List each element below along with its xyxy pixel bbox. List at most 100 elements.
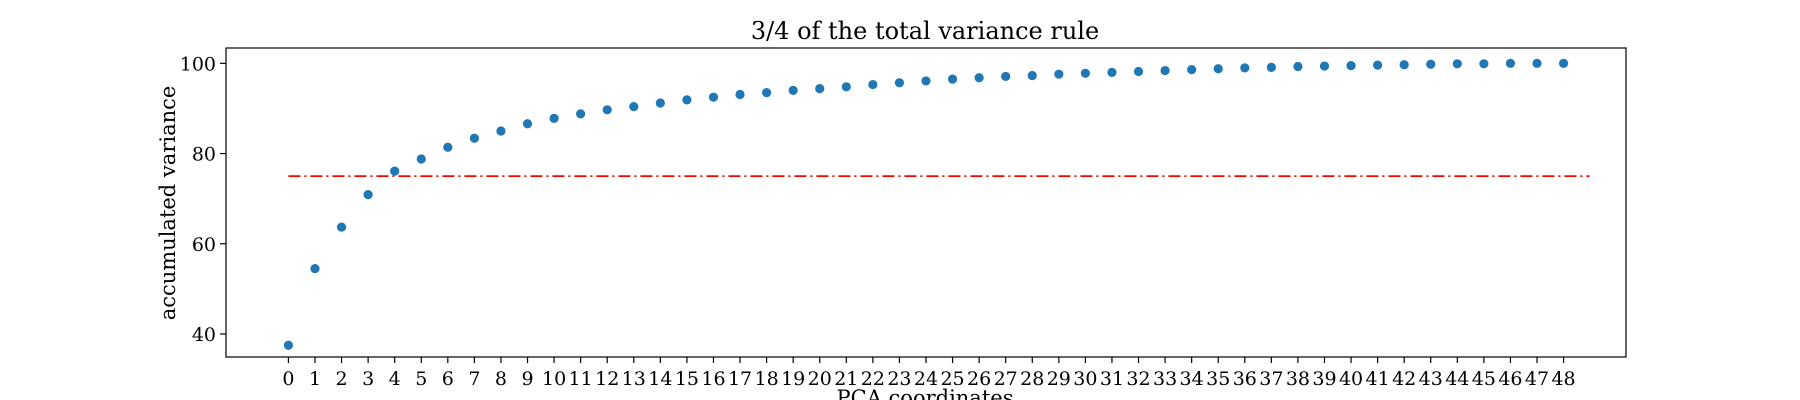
x-tick-label: 48 <box>1551 368 1575 390</box>
x-tick-label: 19 <box>781 368 805 390</box>
x-tick-label: 42 <box>1392 368 1416 390</box>
data-point <box>1479 59 1489 69</box>
x-tick-label: 14 <box>648 368 672 390</box>
x-tick-label: 13 <box>622 368 646 390</box>
data-point <box>1346 60 1356 71</box>
data-point <box>496 126 506 136</box>
y-tick-label: 60 <box>192 234 216 256</box>
x-tick-label: 17 <box>728 368 752 390</box>
data-point <box>522 119 533 129</box>
data-point <box>1293 61 1303 72</box>
y-tick-label: 80 <box>192 144 216 166</box>
x-tick-label: 20 <box>808 368 832 390</box>
x-tick-label: 23 <box>887 368 911 390</box>
x-tick-label: 28 <box>1020 368 1044 390</box>
x-tick-label: 5 <box>415 368 427 390</box>
data-point <box>762 88 772 98</box>
data-point <box>1160 65 1170 76</box>
x-tick-label: 45 <box>1472 368 1496 390</box>
data-point <box>947 74 958 84</box>
x-tick-label: 41 <box>1366 368 1390 390</box>
x-tick-label: 34 <box>1180 368 1204 390</box>
data-point <box>1532 58 1542 68</box>
data-point <box>841 82 851 92</box>
data-point <box>469 133 479 143</box>
x-tick-label: 38 <box>1286 368 1310 390</box>
data-point <box>416 154 426 164</box>
x-tick-label: 10 <box>542 368 566 390</box>
x-tick-label: 27 <box>994 368 1018 390</box>
x-tick-label: 0 <box>282 368 294 390</box>
x-tick-label: 12 <box>595 368 619 390</box>
data-point <box>363 190 373 200</box>
x-tick-label: 18 <box>755 368 779 390</box>
data-point <box>735 89 745 100</box>
x-tick-label: 7 <box>468 368 480 390</box>
x-tick-label: 1 <box>309 368 321 390</box>
data-point <box>1558 58 1569 68</box>
x-tick-label: 15 <box>675 368 699 390</box>
x-tick-label: 33 <box>1153 368 1177 390</box>
x-tick-label: 3 <box>362 368 374 390</box>
x-tick-label: 26 <box>967 368 991 390</box>
x-tick-label: 37 <box>1259 368 1283 390</box>
x-tick-label: 8 <box>495 368 507 390</box>
x-tick-label: 6 <box>442 368 454 390</box>
data-point <box>443 142 453 152</box>
data-point <box>788 85 798 96</box>
x-axis-label: PCA coordinates <box>837 386 1014 400</box>
x-tick-label: 16 <box>701 368 725 390</box>
x-tick-label: 24 <box>914 368 938 390</box>
x-tick-label: 21 <box>834 368 858 390</box>
x-tick-label: 29 <box>1047 368 1071 390</box>
data-point <box>815 83 825 94</box>
x-tick-label: 36 <box>1233 368 1257 390</box>
data-point <box>629 102 639 112</box>
data-point <box>310 263 320 274</box>
x-tick-label: 35 <box>1206 368 1230 390</box>
data-point <box>1373 60 1383 70</box>
data-point <box>1187 65 1197 75</box>
data-point <box>974 73 984 83</box>
x-tick-label: 2 <box>336 368 348 390</box>
chart-title: 3/4 of the total variance rule <box>751 17 1099 45</box>
data-point <box>283 340 294 350</box>
data-point <box>894 78 905 88</box>
data-point <box>390 166 400 176</box>
x-tick-label: 30 <box>1073 368 1097 390</box>
data-point <box>655 98 665 108</box>
x-tick-label: 31 <box>1100 368 1124 390</box>
x-tick-label: 47 <box>1525 368 1549 390</box>
x-tick-label: 4 <box>389 368 401 390</box>
data-point <box>1426 59 1436 69</box>
x-tick-label: 46 <box>1498 368 1522 390</box>
data-point <box>576 109 586 119</box>
data-point <box>708 92 719 102</box>
data-point <box>1080 68 1090 78</box>
x-tick-label: 44 <box>1445 368 1469 390</box>
plot-area: 0 1 2 3 4 5 6 7 8 9 10 11 12 13 14 15 16 17 18 19 20 21 22 23 24… <box>180 47 1627 390</box>
x-tick-label: 32 <box>1126 368 1150 390</box>
x-tick-label: 22 <box>861 368 885 390</box>
data-point <box>1133 66 1144 77</box>
data-point <box>1319 61 1330 71</box>
y-tick-label: 40 <box>192 324 216 346</box>
plot-frame <box>225 47 1627 358</box>
x-tick-label: 43 <box>1419 368 1443 390</box>
data-point <box>602 105 612 115</box>
data-point <box>549 113 559 123</box>
x-tick-label: 40 <box>1339 368 1363 390</box>
x-tick-label: 39 <box>1312 368 1336 390</box>
y-tick-label: 100 <box>180 53 216 75</box>
data-point <box>1027 70 1037 81</box>
data-point <box>1213 64 1223 74</box>
data-point <box>1001 71 1011 82</box>
data-point <box>1266 62 1276 72</box>
data-point <box>1054 69 1064 79</box>
data-point <box>1240 63 1250 73</box>
x-tick-label: 25 <box>940 368 964 390</box>
data-point <box>1107 67 1117 77</box>
data-point <box>1399 60 1409 70</box>
data-point <box>921 76 931 86</box>
